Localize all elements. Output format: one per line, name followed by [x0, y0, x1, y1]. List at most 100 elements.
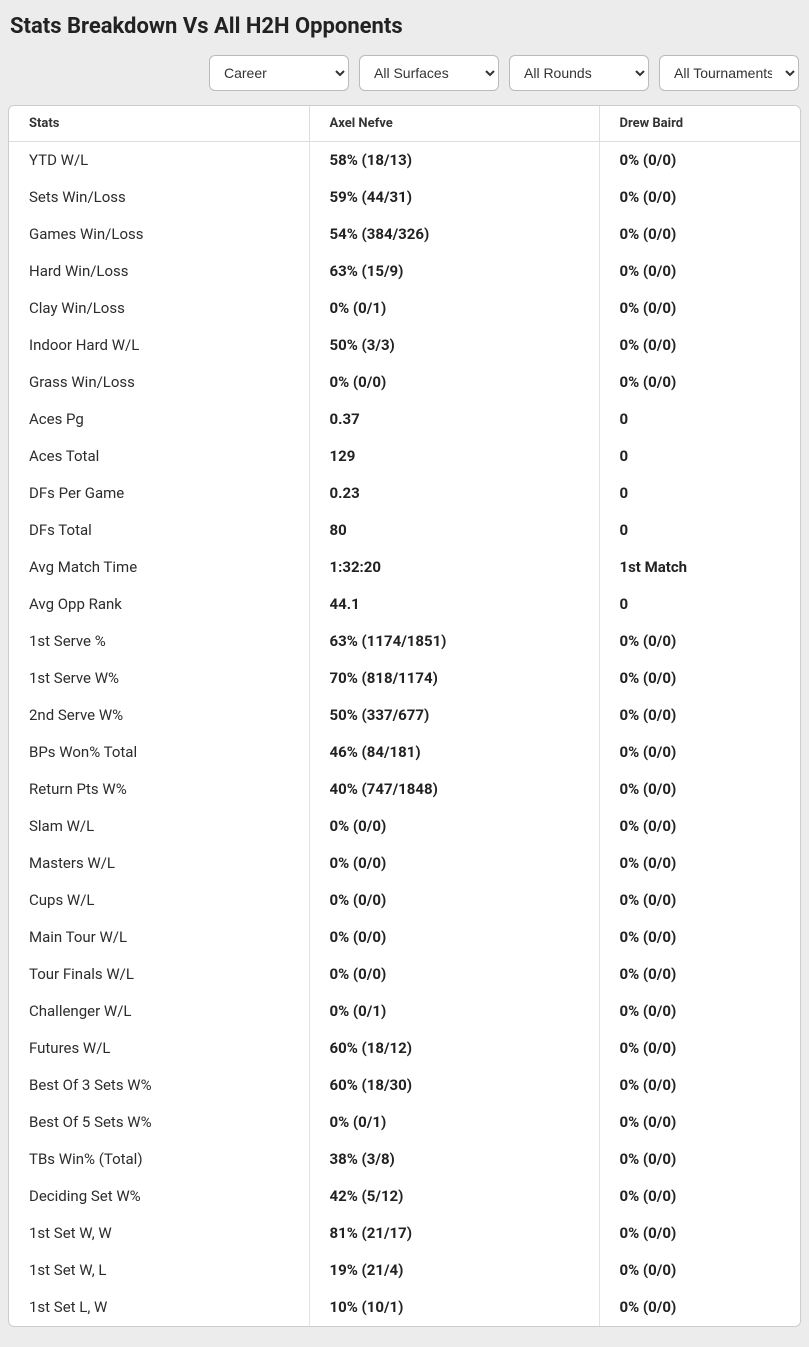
player2-value: 0% (0/0) — [599, 1067, 800, 1104]
table-row: BPs Won% Total46% (84/181)0% (0/0) — [9, 734, 800, 771]
table-row: 2nd Serve W%50% (337/677)0% (0/0) — [9, 697, 800, 734]
stat-label: DFs Per Game — [9, 475, 309, 512]
player1-value: 63% (15/9) — [309, 253, 599, 290]
filter-bar: Career All Surfaces All Rounds All Tourn… — [8, 55, 801, 91]
player2-value: 0% (0/0) — [599, 1289, 800, 1326]
table-row: Clay Win/Loss0% (0/1)0% (0/0) — [9, 290, 800, 327]
player1-value: 0% (0/0) — [309, 808, 599, 845]
table-row: 1st Set L, W10% (10/1)0% (0/0) — [9, 1289, 800, 1326]
stat-label: Return Pts W% — [9, 771, 309, 808]
stat-label: BPs Won% Total — [9, 734, 309, 771]
player2-value: 0 — [599, 401, 800, 438]
player1-value: 42% (5/12) — [309, 1178, 599, 1215]
player2-value: 0% (0/0) — [599, 956, 800, 993]
header-stats: Stats — [9, 106, 309, 142]
table-row: Grass Win/Loss0% (0/0)0% (0/0) — [9, 364, 800, 401]
stat-label: Slam W/L — [9, 808, 309, 845]
table-row: Return Pts W%40% (747/1848)0% (0/0) — [9, 771, 800, 808]
player1-value: 58% (18/13) — [309, 142, 599, 180]
player2-value: 1st Match — [599, 549, 800, 586]
filter-tournaments-select[interactable]: All Tournaments — [659, 55, 799, 91]
stat-label: 1st Serve W% — [9, 660, 309, 697]
player2-value: 0 — [599, 586, 800, 623]
table-row: Best Of 5 Sets W%0% (0/1)0% (0/0) — [9, 1104, 800, 1141]
table-row: Games Win/Loss54% (384/326)0% (0/0) — [9, 216, 800, 253]
player2-value: 0% (0/0) — [599, 1252, 800, 1289]
player2-value: 0 — [599, 512, 800, 549]
player1-value: 0% (0/0) — [309, 364, 599, 401]
stat-label: Aces Total — [9, 438, 309, 475]
player1-value: 38% (3/8) — [309, 1141, 599, 1178]
stat-label: TBs Win% (Total) — [9, 1141, 309, 1178]
player2-value: 0% (0/0) — [599, 1104, 800, 1141]
table-row: Main Tour W/L0% (0/0)0% (0/0) — [9, 919, 800, 956]
player2-value: 0% (0/0) — [599, 142, 800, 180]
stats-table: Stats Axel Nefve Drew Baird YTD W/L58% (… — [9, 106, 800, 1326]
player1-value: 50% (3/3) — [309, 327, 599, 364]
player1-value: 80 — [309, 512, 599, 549]
filter-rounds-select[interactable]: All Rounds — [509, 55, 649, 91]
filter-career-select[interactable]: Career — [209, 55, 349, 91]
player2-value: 0% (0/0) — [599, 290, 800, 327]
table-row: Best Of 3 Sets W%60% (18/30)0% (0/0) — [9, 1067, 800, 1104]
stat-label: 2nd Serve W% — [9, 697, 309, 734]
player1-value: 0.37 — [309, 401, 599, 438]
player1-value: 63% (1174/1851) — [309, 623, 599, 660]
table-row: 1st Serve %63% (1174/1851)0% (0/0) — [9, 623, 800, 660]
stat-label: Aces Pg — [9, 401, 309, 438]
stat-label: 1st Set L, W — [9, 1289, 309, 1326]
stat-label: 1st Serve % — [9, 623, 309, 660]
stats-table-card: Stats Axel Nefve Drew Baird YTD W/L58% (… — [8, 105, 801, 1327]
player1-value: 0.23 — [309, 475, 599, 512]
player2-value: 0% (0/0) — [599, 1030, 800, 1067]
header-player1: Axel Nefve — [309, 106, 599, 142]
table-row: Slam W/L0% (0/0)0% (0/0) — [9, 808, 800, 845]
filter-surfaces-select[interactable]: All Surfaces — [359, 55, 499, 91]
player2-value: 0% (0/0) — [599, 327, 800, 364]
player1-value: 46% (84/181) — [309, 734, 599, 771]
stat-label: Futures W/L — [9, 1030, 309, 1067]
table-row: Sets Win/Loss59% (44/31)0% (0/0) — [9, 179, 800, 216]
stat-label: Games Win/Loss — [9, 216, 309, 253]
table-row: Deciding Set W%42% (5/12)0% (0/0) — [9, 1178, 800, 1215]
player1-value: 60% (18/30) — [309, 1067, 599, 1104]
stat-label: Avg Match Time — [9, 549, 309, 586]
header-player2: Drew Baird — [599, 106, 800, 142]
player1-value: 19% (21/4) — [309, 1252, 599, 1289]
player1-value: 0% (0/0) — [309, 882, 599, 919]
table-row: Challenger W/L0% (0/1)0% (0/0) — [9, 993, 800, 1030]
player1-value: 50% (337/677) — [309, 697, 599, 734]
table-row: DFs Total800 — [9, 512, 800, 549]
table-row: Futures W/L60% (18/12)0% (0/0) — [9, 1030, 800, 1067]
table-row: Aces Total1290 — [9, 438, 800, 475]
player1-value: 0% (0/1) — [309, 1104, 599, 1141]
table-row: 1st Serve W%70% (818/1174)0% (0/0) — [9, 660, 800, 697]
player2-value: 0 — [599, 438, 800, 475]
stat-label: Indoor Hard W/L — [9, 327, 309, 364]
player2-value: 0% (0/0) — [599, 734, 800, 771]
stat-label: Avg Opp Rank — [9, 586, 309, 623]
stat-label: Masters W/L — [9, 845, 309, 882]
player2-value: 0% (0/0) — [599, 697, 800, 734]
stat-label: Best Of 5 Sets W% — [9, 1104, 309, 1141]
player1-value: 10% (10/1) — [309, 1289, 599, 1326]
table-row: YTD W/L58% (18/13)0% (0/0) — [9, 142, 800, 180]
table-row: Indoor Hard W/L50% (3/3)0% (0/0) — [9, 327, 800, 364]
player1-value: 81% (21/17) — [309, 1215, 599, 1252]
player2-value: 0% (0/0) — [599, 882, 800, 919]
stat-label: Clay Win/Loss — [9, 290, 309, 327]
table-row: Avg Opp Rank44.10 — [9, 586, 800, 623]
player2-value: 0% (0/0) — [599, 993, 800, 1030]
player2-value: 0% (0/0) — [599, 216, 800, 253]
player1-value: 0% (0/1) — [309, 993, 599, 1030]
table-row: Avg Match Time1:32:201st Match — [9, 549, 800, 586]
stat-label: Cups W/L — [9, 882, 309, 919]
stat-label: Grass Win/Loss — [9, 364, 309, 401]
player1-value: 54% (384/326) — [309, 216, 599, 253]
stat-label: Sets Win/Loss — [9, 179, 309, 216]
player2-value: 0% (0/0) — [599, 808, 800, 845]
table-row: Tour Finals W/L0% (0/0)0% (0/0) — [9, 956, 800, 993]
player1-value: 1:32:20 — [309, 549, 599, 586]
player2-value: 0% (0/0) — [599, 1178, 800, 1215]
stat-label: YTD W/L — [9, 142, 309, 180]
